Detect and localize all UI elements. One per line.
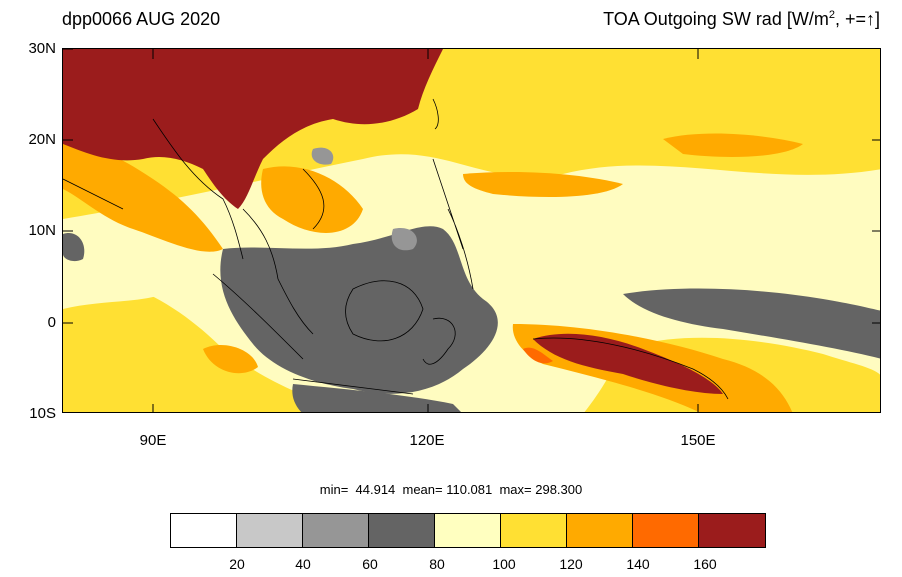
colorbar-label-160: 160 [693,556,717,572]
stats-line: min= 44.914 mean= 110.081 max= 298.300 [319,482,583,497]
lon-label-150e: 150E [680,432,716,449]
lon-label-90e: 90E [139,432,167,449]
lat-label-30n: 30N [28,40,56,57]
units-suffix: , += [834,9,866,29]
coastline-java [292,378,414,395]
colorbar-box-2 [237,514,303,547]
colorbar-label-80: 80 [429,556,445,572]
colorbar-label-60: 60 [362,556,378,572]
grey-light-patches [311,147,417,251]
grey-pacific-band [623,288,880,359]
coastline-philippines [432,158,474,290]
colorbar-box-6 [501,514,567,547]
up-arrow-icon: ↑ [865,9,875,29]
coastline-png [532,337,729,400]
colorbar-box-8 [633,514,699,547]
orange-east-patch [663,133,803,157]
colorbar-box-9 [699,514,765,547]
colorbar-label-100: 100 [492,556,516,572]
coastline-sumatra [212,273,304,360]
lat-label-20n: 20N [28,131,56,148]
lat-label-10s: 10S [29,405,56,422]
red-orange-png-edge [523,347,553,364]
grey-south-band [292,384,461,412]
grey-maritime-continent [220,226,498,394]
yellow-band-south [63,277,356,412]
colorbar-box-4 [369,514,435,547]
coastline-indochina [242,168,325,335]
coastline-sulawesi [422,317,456,365]
orange-south-china [261,166,363,233]
orange-west-pacific [463,172,623,197]
colorbar-label-120: 120 [559,556,583,572]
lat-label-0: 0 [47,314,56,331]
coastline-india [63,118,244,260]
lat-label-10n: 10N [28,222,56,239]
colorbar-label-20: 20 [229,556,245,572]
units-prefix: TOA Outgoing SW rad [W/m [603,9,829,29]
orange-sw-blob [203,345,258,374]
grey-west-patch [63,233,85,262]
darkred-png [533,333,723,394]
plot-title-right: TOA Outgoing SW rad [W/m2, +=↑] [603,9,880,30]
map-panel [62,48,881,413]
coastline-borneo [345,280,424,342]
colorbar [170,513,766,548]
darkred-tibet-india [63,49,443,209]
pale-band-west [63,241,173,309]
colorbar-box-3 [303,514,369,547]
colorbar-box-7 [567,514,633,547]
plot-title-left: dpp0066 AUG 2020 [62,9,221,29]
units-sup: 2 [828,9,835,21]
colorbar-label-140: 140 [626,556,650,572]
colorbar-box-5 [435,514,501,547]
axis-ticks [63,49,880,412]
coastline-taiwan [432,98,439,130]
sw-radiation-map [63,49,880,412]
units-close: ] [874,9,880,29]
lon-label-120e: 120E [409,432,445,449]
orange-bay-bengal [63,134,223,252]
colorbar-box-1 [171,514,237,547]
colorbar-label-40: 40 [295,556,311,572]
